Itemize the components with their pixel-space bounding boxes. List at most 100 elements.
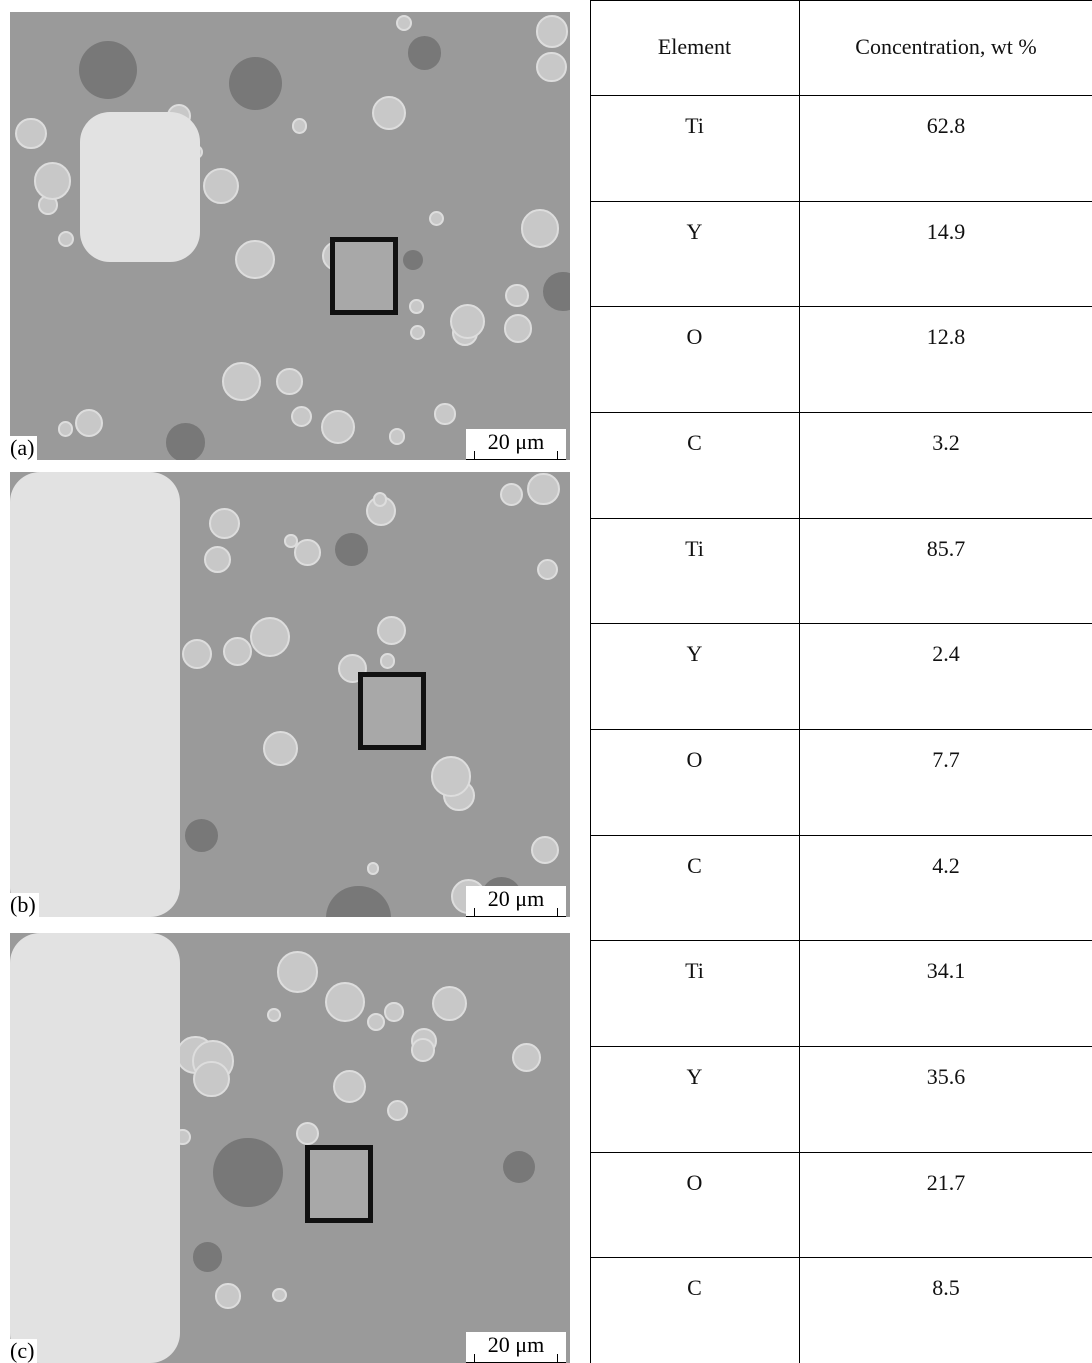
particle xyxy=(367,1013,386,1032)
scale-bar: 20 μm xyxy=(466,886,566,917)
row-line xyxy=(590,201,1092,202)
row-line xyxy=(590,940,1092,941)
particle xyxy=(450,304,486,340)
cell-concentration: 21.7 xyxy=(800,1170,1092,1196)
cell-element: Ti xyxy=(590,536,799,562)
cell-concentration: 3.2 xyxy=(800,430,1092,456)
bright-region xyxy=(10,472,180,917)
particle xyxy=(410,325,425,340)
dark-spot xyxy=(408,36,442,70)
particle xyxy=(504,314,532,342)
particle xyxy=(15,118,47,150)
table-header: Concentration, wt % xyxy=(800,34,1092,60)
particle xyxy=(512,1043,541,1072)
particle xyxy=(272,1288,286,1302)
particle xyxy=(396,15,412,31)
particle xyxy=(537,559,558,580)
particle xyxy=(429,211,445,227)
particle xyxy=(296,1122,320,1146)
panel-label: (c) xyxy=(10,1339,37,1363)
particle xyxy=(387,1100,408,1121)
particle xyxy=(193,1061,230,1098)
analysis-box xyxy=(330,237,398,315)
cell-concentration: 12.8 xyxy=(800,324,1092,350)
dark-spot xyxy=(213,1138,282,1207)
analysis-box xyxy=(358,672,426,750)
particle xyxy=(223,637,252,666)
particle xyxy=(209,508,240,539)
particle xyxy=(250,617,290,657)
panel-label: (b) xyxy=(10,893,39,917)
cell-concentration: 7.7 xyxy=(800,747,1092,773)
dark-spot xyxy=(193,1242,223,1272)
particle xyxy=(203,168,239,204)
particle xyxy=(434,403,455,424)
table-left-border xyxy=(590,0,591,1363)
particle xyxy=(411,1038,435,1062)
cell-concentration: 85.7 xyxy=(800,536,1092,562)
panel-label: (a) xyxy=(10,436,37,460)
particle xyxy=(389,428,405,444)
analysis-box xyxy=(305,1145,373,1223)
sem-image: (a) 20 μm xyxy=(10,12,570,460)
row-line xyxy=(590,1257,1092,1258)
particle xyxy=(500,483,524,507)
table-top-border xyxy=(590,0,1092,1)
particle xyxy=(377,616,406,645)
particle xyxy=(536,52,566,82)
cell-element: Y xyxy=(590,1064,799,1090)
cell-element: O xyxy=(590,747,799,773)
particle xyxy=(276,368,302,394)
particle xyxy=(505,284,529,308)
particle xyxy=(372,96,406,130)
cell-element: O xyxy=(590,1170,799,1196)
cell-element: C xyxy=(590,853,799,879)
particle xyxy=(367,862,379,874)
cell-concentration: 14.9 xyxy=(800,219,1092,245)
cell-element: Ti xyxy=(590,113,799,139)
dark-spot xyxy=(326,886,391,917)
row-line xyxy=(590,835,1092,836)
particle xyxy=(384,1002,403,1021)
cell-concentration: 2.4 xyxy=(800,641,1092,667)
particle xyxy=(291,406,312,427)
sem-image: (b) 20 μm xyxy=(10,472,570,917)
row-line xyxy=(590,623,1092,624)
particle xyxy=(325,982,365,1022)
particle xyxy=(182,639,212,669)
cell-concentration: 62.8 xyxy=(800,113,1092,139)
dark-spot xyxy=(229,57,282,110)
particle xyxy=(432,986,467,1021)
cell-concentration: 34.1 xyxy=(800,958,1092,984)
particle xyxy=(373,492,388,507)
particle xyxy=(380,653,395,668)
cell-element: Y xyxy=(590,641,799,667)
dark-spot xyxy=(335,533,368,566)
dark-spot xyxy=(403,250,423,270)
particle xyxy=(431,756,471,796)
cell-element: O xyxy=(590,324,799,350)
particle xyxy=(267,1008,281,1022)
dark-spot xyxy=(185,819,218,852)
particle xyxy=(75,409,103,437)
row-line xyxy=(590,729,1092,730)
bright-region xyxy=(10,933,180,1363)
row-line xyxy=(590,1046,1092,1047)
particle xyxy=(215,1283,241,1309)
particle xyxy=(409,299,424,314)
particle xyxy=(263,731,298,766)
particle xyxy=(34,162,72,200)
cell-concentration: 4.2 xyxy=(800,853,1092,879)
cell-concentration: 35.6 xyxy=(800,1064,1092,1090)
particle xyxy=(235,240,275,280)
dark-spot xyxy=(503,1151,535,1183)
table-header: Element xyxy=(590,34,799,60)
scale-bar: 20 μm xyxy=(466,429,566,460)
particle xyxy=(292,118,307,133)
particle xyxy=(521,209,559,247)
particle xyxy=(531,836,559,864)
particle xyxy=(536,15,568,47)
dark-spot xyxy=(79,41,137,99)
cell-element: C xyxy=(590,1275,799,1301)
particle xyxy=(321,410,355,444)
